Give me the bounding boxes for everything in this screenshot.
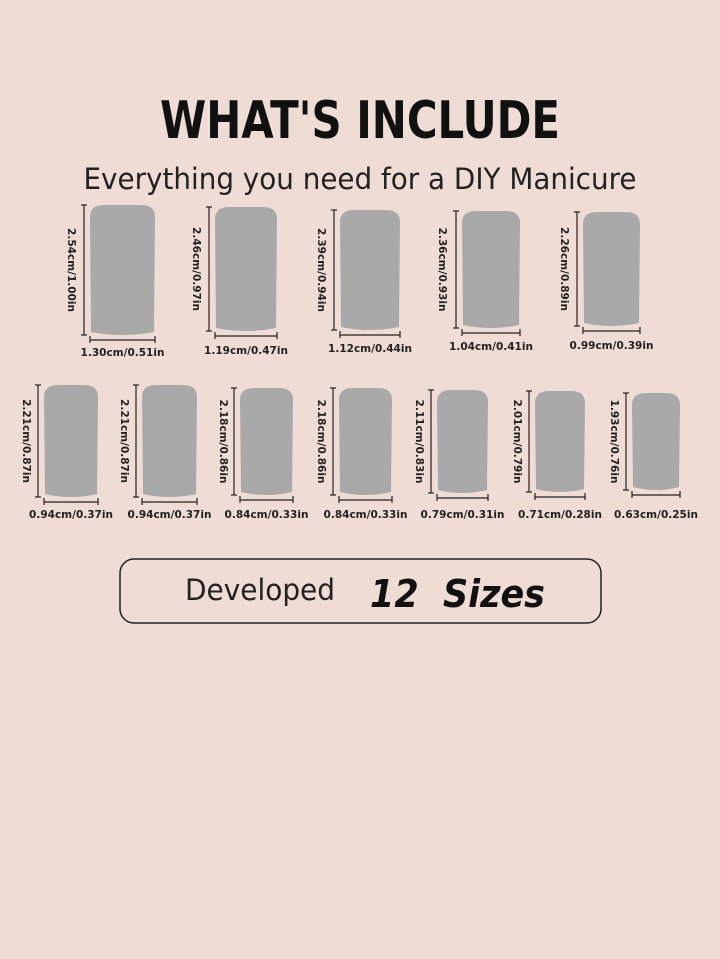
height-label: 2.01cm/0.79in xyxy=(511,400,523,484)
nail xyxy=(535,391,585,492)
width-label: 0.63cm/0.25in xyxy=(614,509,698,521)
nail xyxy=(340,210,400,330)
nail xyxy=(215,207,277,331)
height-label: 2.21cm/0.87in xyxy=(20,399,32,483)
width-label: 0.79cm/0.31in xyxy=(421,509,505,521)
subtitle: Everything you need for a DIY Manicure xyxy=(84,162,637,196)
banner xyxy=(119,558,602,624)
width-label: 0.94cm/0.37in xyxy=(29,509,113,521)
height-label: 2.54cm/1.00in xyxy=(65,228,77,312)
height-label: 2.26cm/0.89in xyxy=(558,227,570,311)
width-label: 1.19cm/0.47in xyxy=(204,345,288,357)
height-label: 2.39cm/0.94in xyxy=(315,228,327,312)
nail xyxy=(240,388,293,495)
height-label: 2.18cm/0.86in xyxy=(217,400,229,484)
nail xyxy=(90,205,155,335)
nail xyxy=(437,390,488,493)
height-label: 2.11cm/0.83in xyxy=(413,400,425,484)
width-label: 0.71cm/0.28in xyxy=(518,509,602,521)
width-label: 1.30cm/0.51in xyxy=(81,347,165,359)
banner-count: 12 Sizes xyxy=(370,572,545,616)
width-label: 1.04cm/0.41in xyxy=(449,341,533,353)
width-label: 0.94cm/0.37in xyxy=(128,509,212,521)
width-label: 0.84cm/0.33in xyxy=(225,509,309,521)
nail xyxy=(583,212,640,326)
height-label: 2.18cm/0.86in xyxy=(315,400,327,484)
nail xyxy=(632,393,680,490)
nail xyxy=(339,388,392,495)
height-label: 1.93cm/0.76in xyxy=(608,400,620,484)
nail xyxy=(142,385,197,497)
nail-grid: 2.54cm/1.00in 1.30cm/0.51in 2.46cm/0.97in 1… xyxy=(20,204,698,521)
title: WHAT'S INCLUDE xyxy=(160,91,560,151)
height-label: 2.46cm/0.97in xyxy=(190,227,202,311)
nail xyxy=(462,211,520,328)
width-label: 1.12cm/0.44in xyxy=(328,343,412,355)
nail xyxy=(44,385,98,497)
height-label: 2.36cm/0.93in xyxy=(436,228,448,312)
banner-label: Developed xyxy=(185,573,335,607)
width-label: 0.84cm/0.33in xyxy=(324,509,408,521)
width-label: 0.99cm/0.39in xyxy=(570,340,654,352)
height-label: 2.21cm/0.87in xyxy=(118,399,130,483)
